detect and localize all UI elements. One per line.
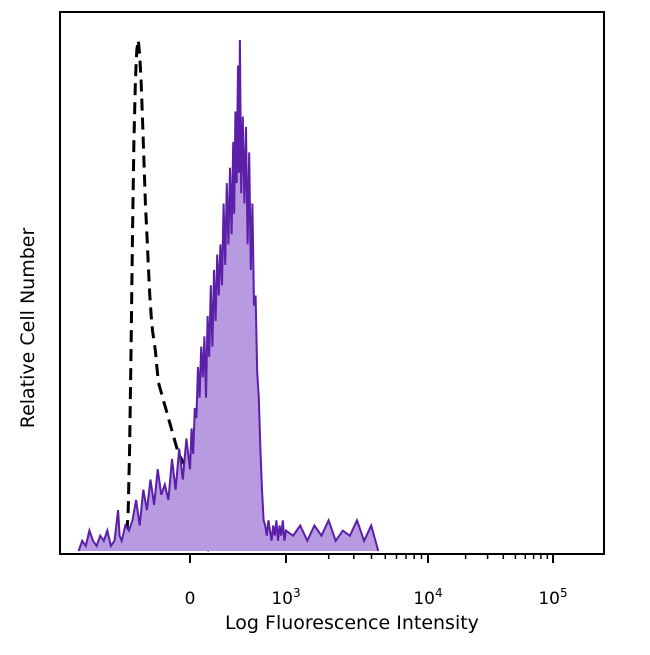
x-tick-label-base: 0 <box>185 589 196 609</box>
x-tick-label-exponent: 4 <box>435 586 443 600</box>
x-tick-label-base: 10 <box>538 589 560 609</box>
x-tick-label-base: 10 <box>413 589 435 609</box>
x-tick-label: 0 <box>185 589 196 609</box>
plot-frame <box>59 11 605 555</box>
series-layer <box>77 39 380 552</box>
x-tick-label-exponent: 3 <box>293 586 301 600</box>
x-tick-label-exponent: 5 <box>560 586 568 600</box>
x-tick-label: 104 <box>413 586 442 609</box>
series-line-stained-sample <box>77 39 380 552</box>
series-area-stained-sample <box>78 40 379 551</box>
x-tick-label: 103 <box>271 586 300 609</box>
tick-layer: -1030103104105 <box>185 554 568 609</box>
y-axis-title: Relative Cell Number <box>17 228 39 429</box>
x-axis-title: Log Fluorescence Intensity <box>225 612 479 634</box>
x-tick-label-base: 10 <box>271 589 293 609</box>
x-tick-label: 105 <box>538 586 567 609</box>
